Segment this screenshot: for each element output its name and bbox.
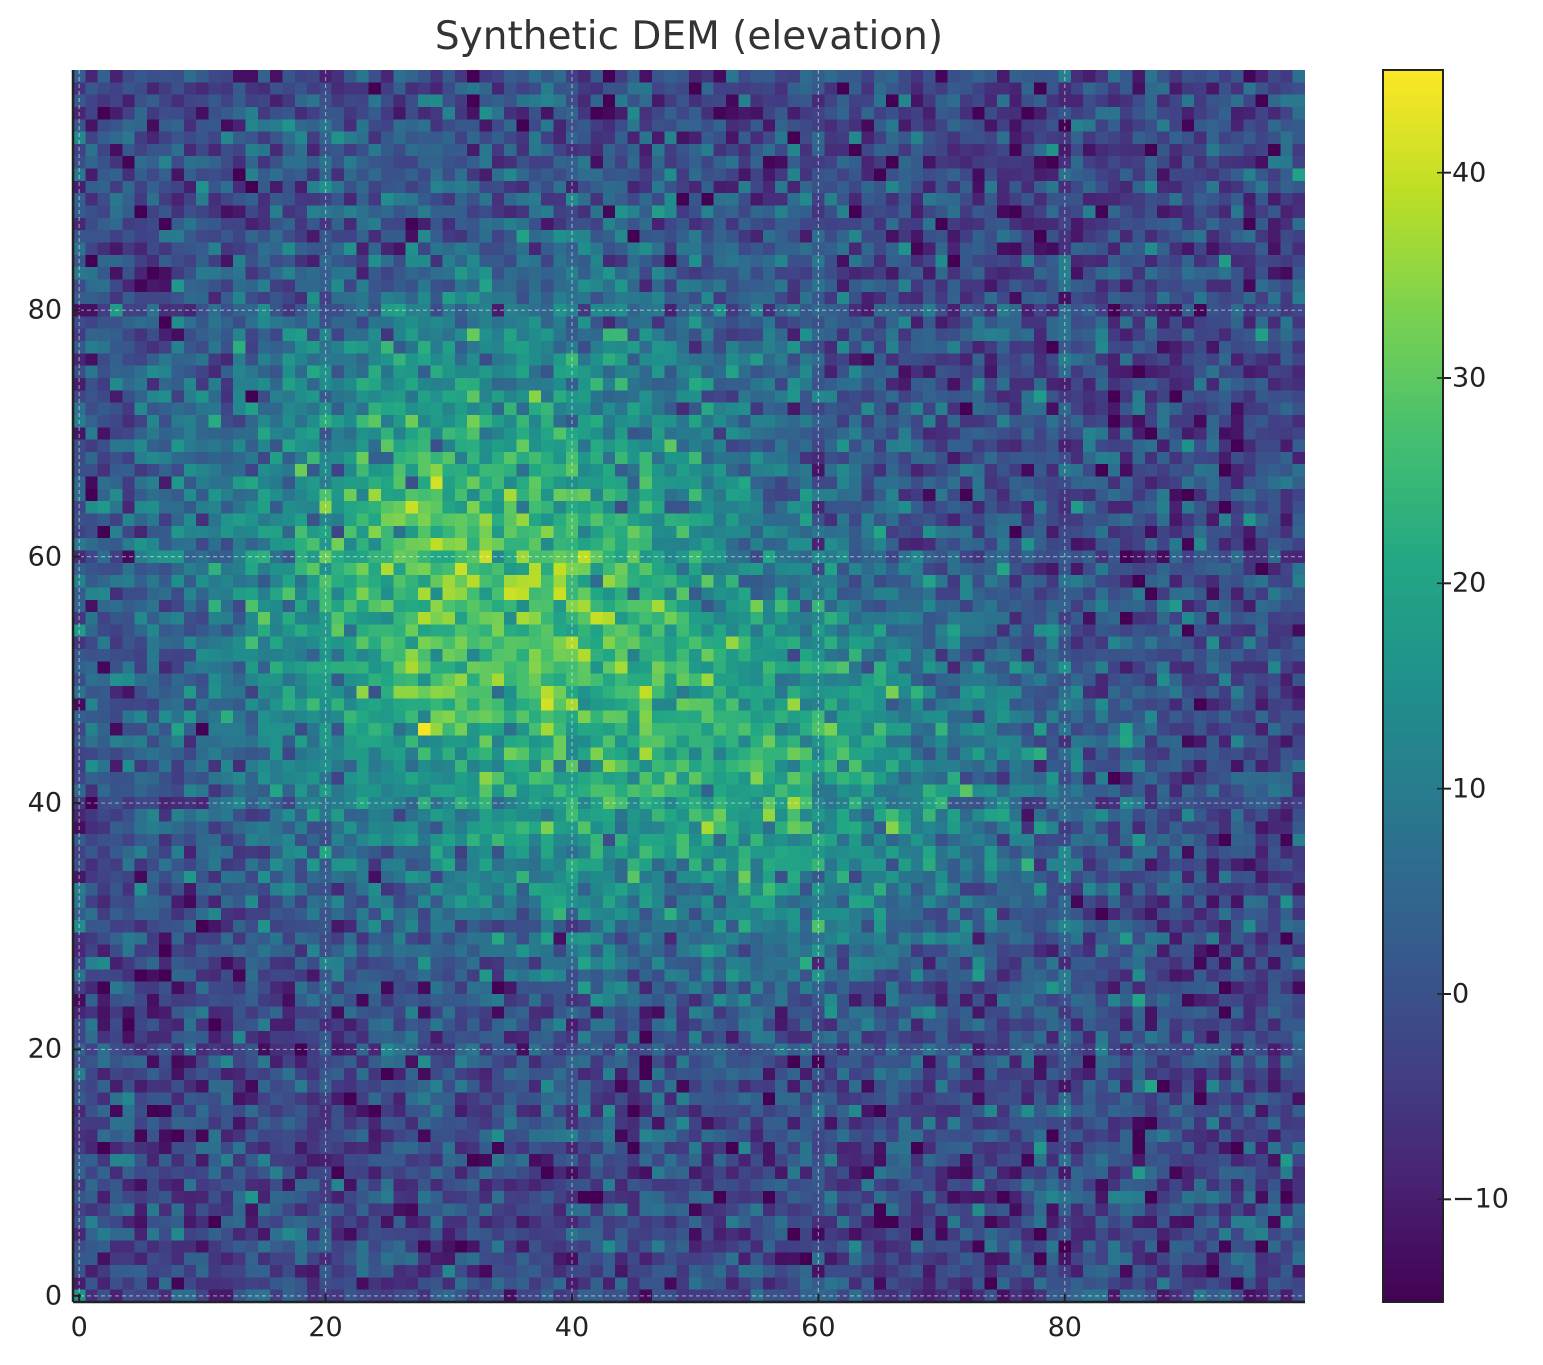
x-tick-label: 60: [801, 1312, 836, 1343]
x-tick-label: 40: [554, 1312, 590, 1343]
y-tick-label: 20: [27, 1033, 62, 1065]
colorbar: [1382, 69, 1444, 1303]
colorbar-tick-label: 20: [1452, 567, 1487, 599]
colorbar-tick-label: 40: [1452, 157, 1487, 189]
y-tick-label: 80: [27, 294, 62, 326]
x-tick-label: 20: [308, 1312, 343, 1343]
y-tick-label: 40: [27, 787, 62, 819]
heatmap-image: [73, 70, 1305, 1302]
colorbar-tick-label: 0: [1452, 978, 1470, 1010]
x-tick-label: 0: [70, 1312, 88, 1343]
y-tick-label: 60: [27, 541, 62, 573]
colorbar-tick-label: 10: [1452, 773, 1487, 805]
chart-title: Synthetic DEM (elevation): [434, 14, 944, 59]
colorbar-tick-label: −10: [1452, 1183, 1509, 1215]
colorbar-tick-label: 30: [1452, 362, 1487, 394]
x-tick-label: 80: [1047, 1312, 1082, 1343]
y-tick-label: 0: [44, 1280, 62, 1312]
